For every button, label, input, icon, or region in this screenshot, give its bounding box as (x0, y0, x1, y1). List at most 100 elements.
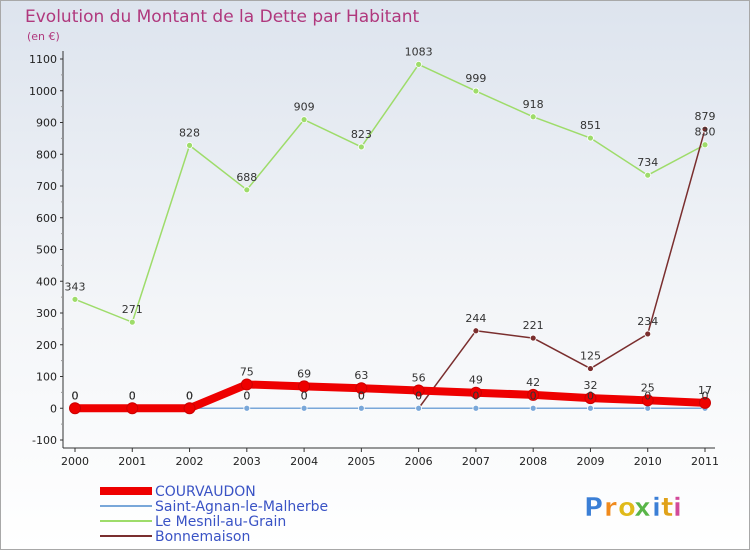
data-label-courvaudon: 17 (698, 384, 712, 397)
data-point-courvaudon (584, 392, 597, 405)
data-label-saint-agnan-le-malherbe: 0 (587, 389, 594, 402)
data-label-courvaudon: 0 (72, 389, 79, 402)
y-tick-label: 700 (36, 180, 57, 193)
legend-label-saint-agnan-le-malherbe: Saint-Agnan-le-Malherbe (155, 499, 328, 515)
data-point-bonnemaison (529, 334, 537, 342)
data-point-saint-agnan-le-malherbe (529, 404, 537, 412)
data-point-le-mesnil-au-grain (71, 295, 79, 303)
data-label-bonnemaison: 0 (243, 389, 250, 402)
data-label-bonnemaison: 0 (415, 389, 422, 402)
data-point-le-mesnil-au-grain (128, 318, 136, 326)
data-label-saint-agnan-le-malherbe: 0 (301, 389, 308, 402)
data-label-saint-agnan-le-malherbe: 0 (530, 389, 537, 402)
data-point-le-mesnil-au-grain (415, 60, 423, 68)
data-point-le-mesnil-au-grain (186, 141, 193, 149)
data-label-courvaudon: 25 (641, 381, 655, 394)
data-point-le-mesnil-au-grain (529, 113, 537, 121)
axes: -100010020030040050060070080090010001100… (29, 51, 719, 468)
chart-subtitle: (en €) (27, 30, 60, 43)
data-point-courvaudon (527, 388, 540, 401)
legend-label-bonnemaison: Bonnemaison (155, 529, 250, 545)
data-label-bonnemaison: 221 (523, 319, 544, 332)
data-label-saint-agnan-le-malherbe: 0 (186, 389, 193, 402)
data-label-saint-agnan-le-malherbe: 0 (243, 389, 250, 402)
data-point-saint-agnan-le-malherbe (357, 404, 365, 412)
data-label-bonnemaison: 125 (580, 350, 601, 363)
data-point-saint-agnan-le-malherbe (472, 404, 480, 412)
data-label-le-mesnil-au-grain: 830 (695, 126, 716, 139)
data-label-courvaudon: 69 (297, 367, 311, 380)
data-point-courvaudon (240, 378, 253, 391)
logo-letter: x (634, 493, 651, 523)
data-label-courvaudon: 63 (354, 369, 368, 382)
x-tick-label: 2000 (61, 455, 89, 468)
data-point-saint-agnan-le-malherbe (243, 404, 251, 412)
data-point-courvaudon (69, 402, 81, 415)
data-point-le-mesnil-au-grain (644, 171, 652, 179)
x-tick-label: 2008 (519, 455, 547, 468)
data-label-le-mesnil-au-grain: 823 (351, 128, 372, 141)
logo-letter: r (604, 493, 617, 523)
data-label-le-mesnil-au-grain: 851 (580, 119, 601, 132)
data-label-courvaudon: 75 (240, 365, 254, 378)
y-tick-label: 300 (36, 307, 57, 320)
x-tick-label: 2009 (576, 455, 604, 468)
data-label-courvaudon: 0 (129, 389, 136, 402)
data-point-bonnemaison (587, 365, 594, 372)
y-tick-label: 500 (36, 244, 57, 257)
data-label-le-mesnil-au-grain: 999 (465, 72, 486, 85)
y-tick-label: 400 (36, 275, 57, 288)
data-label-bonnemaison: 0 (358, 389, 365, 402)
data-label-saint-agnan-le-malherbe: 0 (415, 389, 422, 402)
series-line-courvaudon (71, 380, 709, 413)
data-point-courvaudon (126, 402, 139, 415)
data-point-le-mesnil-au-grain (701, 141, 709, 149)
data-label-bonnemaison: 0 (186, 389, 193, 402)
plot-area: 0 0 075 69 63 56 49 42 32 25 170 0 0 0 0 0 0 0 0 0 0 03432718… (65, 45, 716, 415)
y-tick-label: -100 (32, 434, 57, 447)
x-tick-label: 2001 (118, 455, 146, 468)
data-label-le-mesnil-au-grain: 1083 (405, 45, 433, 58)
x-tick-label: 2005 (347, 455, 375, 468)
data-label-le-mesnil-au-grain: 688 (236, 171, 257, 184)
data-point-le-mesnil-au-grain (300, 116, 308, 124)
x-tick-label: 2007 (462, 455, 490, 468)
logo-letter: i (652, 493, 661, 523)
data-label-le-mesnil-au-grain: 343 (65, 280, 86, 293)
data-label-courvaudon: 0 (186, 389, 193, 402)
x-tick-label: 2006 (405, 455, 433, 468)
y-tick-label: 800 (36, 148, 57, 161)
legend-label-le-mesnil-au-grain: Le Mesnil-au-Grain (155, 514, 286, 530)
data-point-courvaudon (469, 386, 482, 399)
data-label-bonnemaison: 234 (637, 315, 658, 328)
data-point-saint-agnan-le-malherbe (587, 404, 594, 412)
y-tick-label: 1100 (29, 53, 57, 66)
x-tick-label: 2002 (176, 455, 204, 468)
data-label-le-mesnil-au-grain: 734 (637, 156, 658, 169)
chart-title: Evolution du Montant de la Dette par Hab… (25, 7, 420, 27)
logo-letter: t (661, 493, 673, 523)
data-point-saint-agnan-le-malherbe (300, 404, 308, 412)
data-label-courvaudon: 42 (526, 376, 540, 389)
data-label-courvaudon: 49 (469, 374, 483, 387)
data-label-saint-agnan-le-malherbe: 0 (358, 389, 365, 402)
data-label-courvaudon: 32 (583, 379, 597, 392)
y-tick-label: 900 (36, 117, 57, 130)
data-point-bonnemaison (701, 125, 709, 133)
data-point-courvaudon (355, 382, 368, 395)
y-tick-label: 600 (36, 212, 57, 225)
series-line-le-mesnil-au-grain (74, 63, 706, 323)
data-point-courvaudon (183, 402, 196, 415)
data-label-le-mesnil-au-grain: 828 (179, 126, 200, 139)
y-tick-label: 200 (36, 339, 57, 352)
x-tick-label: 2011 (691, 455, 719, 468)
data-label-le-mesnil-au-grain: 271 (122, 303, 143, 316)
legend-label-courvaudon: COURVAUDON (155, 484, 256, 500)
data-label-le-mesnil-au-grain: 918 (523, 98, 544, 111)
data-label-bonnemaison: 879 (695, 110, 716, 123)
data-label-le-mesnil-au-grain: 909 (294, 101, 315, 114)
data-point-bonnemaison (472, 327, 480, 335)
